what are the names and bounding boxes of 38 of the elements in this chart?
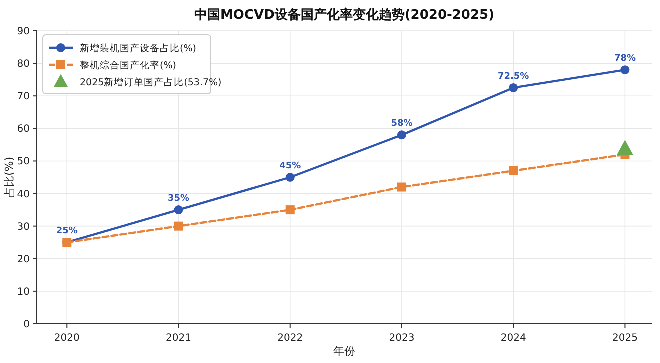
y-tick-label: 20 (17, 254, 30, 266)
data-label: 45% (280, 162, 302, 172)
data-label: 25% (56, 226, 78, 237)
chart-title: 中国MOCVD设备国产化率变化趋势(2020-2025) (194, 7, 495, 23)
y-tick-label: 90 (17, 26, 30, 38)
point (616, 140, 634, 156)
y-tick-label: 60 (17, 124, 30, 136)
legend-label: 整机综合国产化率(%) (80, 60, 176, 72)
y-tick-label: 0 (24, 320, 30, 330)
point (286, 173, 295, 182)
point (286, 206, 295, 215)
data-label: 72.5% (498, 72, 530, 82)
point (397, 182, 406, 192)
y-tick-label: 10 (17, 286, 30, 298)
x-tick-label: 2024 (500, 333, 526, 344)
point (509, 166, 518, 176)
x-tick-label: 2025 (612, 333, 638, 344)
point (620, 66, 630, 75)
data-label: 78% (614, 54, 636, 64)
x-tick-label: 2021 (166, 333, 192, 344)
data-label: 58% (391, 119, 413, 130)
x-tick-label: 2022 (278, 333, 304, 344)
point (174, 206, 184, 215)
y-tick-label: 70 (17, 92, 30, 103)
x-tick-label: 2023 (389, 333, 415, 344)
x-axis-title: 年份 (334, 345, 356, 358)
point (174, 222, 184, 231)
legend-label: 新增装机国产设备占比(%) (80, 42, 196, 54)
x-tick-label: 2020 (54, 333, 80, 344)
y-tick-label: 50 (17, 156, 30, 168)
y-tick-label: 30 (17, 222, 30, 233)
y-tick-label: 40 (17, 189, 30, 200)
point (397, 130, 406, 140)
data-label: 35% (168, 194, 190, 204)
point (509, 83, 518, 92)
legend-label: 2025新增订单国产占比(53.7%) (80, 76, 222, 88)
y-tick-label: 80 (17, 59, 30, 70)
y-axis-title: 占比(%) (3, 156, 16, 198)
